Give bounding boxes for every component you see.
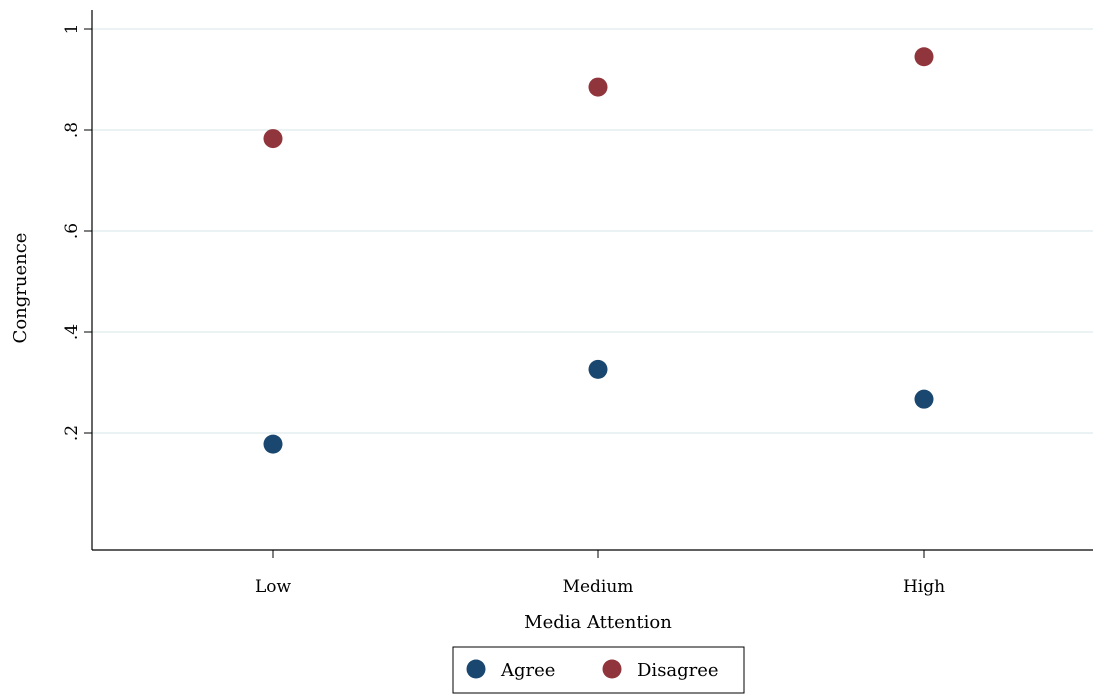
legend-marker-agree [466,659,486,679]
y-tick-label: .6 [62,223,82,239]
legend-box [452,646,745,694]
axes: .2 .4 .6 .8 1 Low Medium High [62,10,1093,597]
data-point-disagree [588,77,608,97]
y-tick-label: 1 [62,24,82,35]
x-axis-title: Media Attention [524,612,672,633]
legend-label-agree: Agree [500,660,555,681]
gridlines [92,28,1093,434]
y-axis-title: Congruence [10,233,31,344]
data-points [263,47,934,454]
legend-label-disagree: Disagree [637,660,719,681]
x-tick-label: High [903,577,945,597]
y-tick-label: .4 [62,324,82,340]
data-point-agree [588,359,608,379]
data-point-disagree [263,129,283,149]
y-tick-label: .8 [62,122,82,138]
x-tick-label: Low [255,577,292,597]
y-tick-label: .2 [62,425,82,441]
legend-marker-disagree [602,659,622,679]
data-point-agree [914,389,934,409]
legend: Agree Disagree [452,646,745,694]
data-point-agree [263,434,283,454]
x-tick-label: Medium [563,577,634,597]
data-point-disagree [914,47,934,67]
